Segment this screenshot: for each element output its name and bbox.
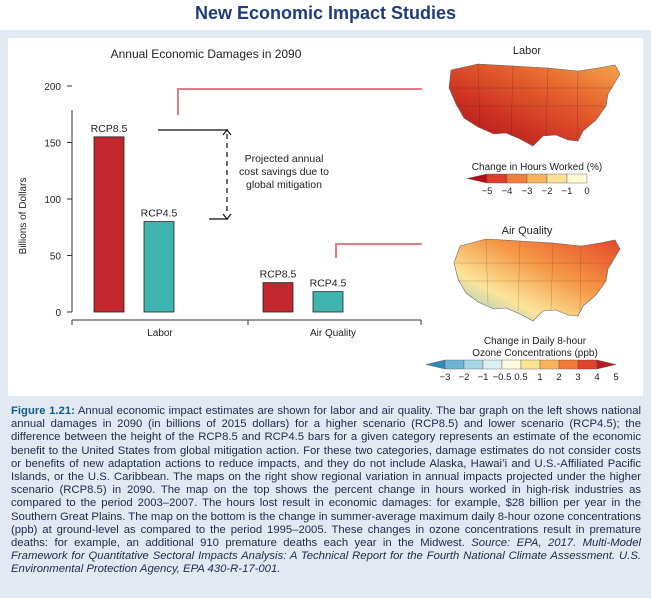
laborLegend-swatch-5 (566, 173, 588, 184)
caption-source: Source: EPA, 2017. Multi-Model Framework… (11, 537, 642, 576)
y-tick-label-3: 150 (44, 139, 61, 150)
figure-caption: Figure 1.21: Annual economic impact esti… (11, 405, 641, 577)
airLegend-swatch-5 (520, 359, 541, 370)
laborLegend-swatch-3 (526, 173, 548, 184)
air-map-title: Air Quality (502, 225, 553, 237)
airLegend-tick-0: −3 (440, 372, 451, 383)
y-axis-label: Billions of Dollars (18, 178, 29, 255)
bar-label-labor-rcp45: RCP4.5 (141, 208, 178, 220)
labor-map-state-lines (451, 63, 613, 139)
airLegend-swatch-3 (482, 359, 503, 370)
airLegend-swatch-2 (463, 359, 484, 370)
air-legend-title-1: Change in Daily 8-hour (484, 336, 587, 347)
air-quality-map (453, 238, 621, 322)
airLegend-swatch-8 (577, 359, 598, 370)
figure-area: Annual Economic Damages in 2090 Billions… (8, 38, 643, 396)
airLegend-tick-2: −1 (478, 372, 489, 383)
bar-label-air-quality-rcp45: RCP4.5 (310, 278, 347, 290)
y-ticks: 0 50 100 150 200 (44, 82, 72, 319)
airLegend-swatch-6 (539, 359, 560, 370)
labor-connector-line (177, 88, 422, 115)
annotation-line-3: global mitigation (246, 179, 322, 191)
airLegend-tick-4: 0.5 (514, 372, 527, 383)
y-tick-label-0: 0 (55, 308, 61, 319)
laborLegend-tick-1: −4 (502, 186, 513, 197)
figure-svg: Annual Economic Damages in 2090 Billions… (18, 45, 621, 383)
airLegend-swatch-9 (596, 359, 617, 370)
labor-map (448, 63, 621, 147)
airLegend-tick-8: 4 (594, 372, 599, 383)
bracket-arrow-up (222, 129, 232, 136)
laborLegend-tick-4: −1 (562, 186, 573, 197)
laborLegend-swatch-2 (506, 173, 528, 184)
air-legend: −3 −2 −1 −0.5 0.5 1 2 3 4 5 (425, 359, 619, 383)
laborLegend-tick-3: −2 (542, 186, 553, 197)
caption-label: Figure 1.21: (11, 405, 75, 417)
page-title: New Economic Impact Studies (194, 3, 457, 23)
labor-map-title: Labor (513, 45, 541, 57)
figure-panel: Annual Economic Damages in 2090 Billions… (0, 30, 651, 598)
y-tick-label-1: 50 (50, 252, 62, 263)
laborLegend-tick-2: −3 (522, 186, 533, 197)
chart-title: Annual Economic Damages in 2090 (111, 47, 302, 61)
airLegend-swatch-4 (501, 359, 522, 370)
air-legend-title-2: Ozone Concentrations (ppb) (472, 348, 598, 359)
laborLegend-tick-5: 0 (584, 186, 589, 197)
laborLegend-swatch-4 (546, 173, 568, 184)
bar-label-labor-rcp85: RCP8.5 (91, 123, 128, 135)
bar-air-quality-rcp85 (262, 282, 294, 313)
category-label-labor: Labor (147, 328, 173, 339)
airLegend-swatch-1 (444, 359, 465, 370)
bar-label-air-quality-rcp85: RCP8.5 (260, 269, 297, 281)
labor-legend: −5 −4 −3 −2 −1 0 (466, 173, 590, 197)
bars: RCP8.5 RCP4.5 RCP8.5 RCP4.5 (91, 123, 347, 313)
airLegend-swatch-7 (558, 359, 579, 370)
annotation-line-2: cost savings due to (239, 166, 329, 178)
y-tick-label-4: 200 (44, 82, 61, 93)
airLegend-tick-6: 2 (556, 372, 561, 383)
bracket-arrow-down (222, 213, 232, 220)
air-map-state-lines (456, 238, 613, 314)
bar-air-quality-rcp45 (312, 291, 344, 313)
bar-labor-rcp85 (93, 136, 125, 313)
airLegend-tick-7: 3 (575, 372, 580, 383)
annotation-line-1: Projected annual (245, 153, 324, 165)
air-connector-line (335, 243, 422, 258)
laborLegend-swatch-1 (486, 173, 508, 184)
airLegend-tick-5: 1 (537, 372, 542, 383)
airLegend-tick-3: −0.5 (493, 372, 512, 383)
y-tick-label-2: 100 (44, 195, 61, 206)
airLegend-tick-1: −2 (459, 372, 470, 383)
category-label-air-quality: Air Quality (310, 328, 356, 339)
laborLegend-tick-0: −5 (482, 186, 493, 197)
caption-body: Annual economic impact estimates are sho… (11, 405, 641, 550)
airLegend-swatch-0 (425, 359, 446, 370)
bar-labor-rcp45 (143, 221, 175, 313)
laborLegend-swatch-0 (466, 173, 488, 184)
airLegend-tick-9: 5 (613, 372, 618, 383)
labor-legend-title: Change in Hours Worked (%) (472, 162, 602, 173)
